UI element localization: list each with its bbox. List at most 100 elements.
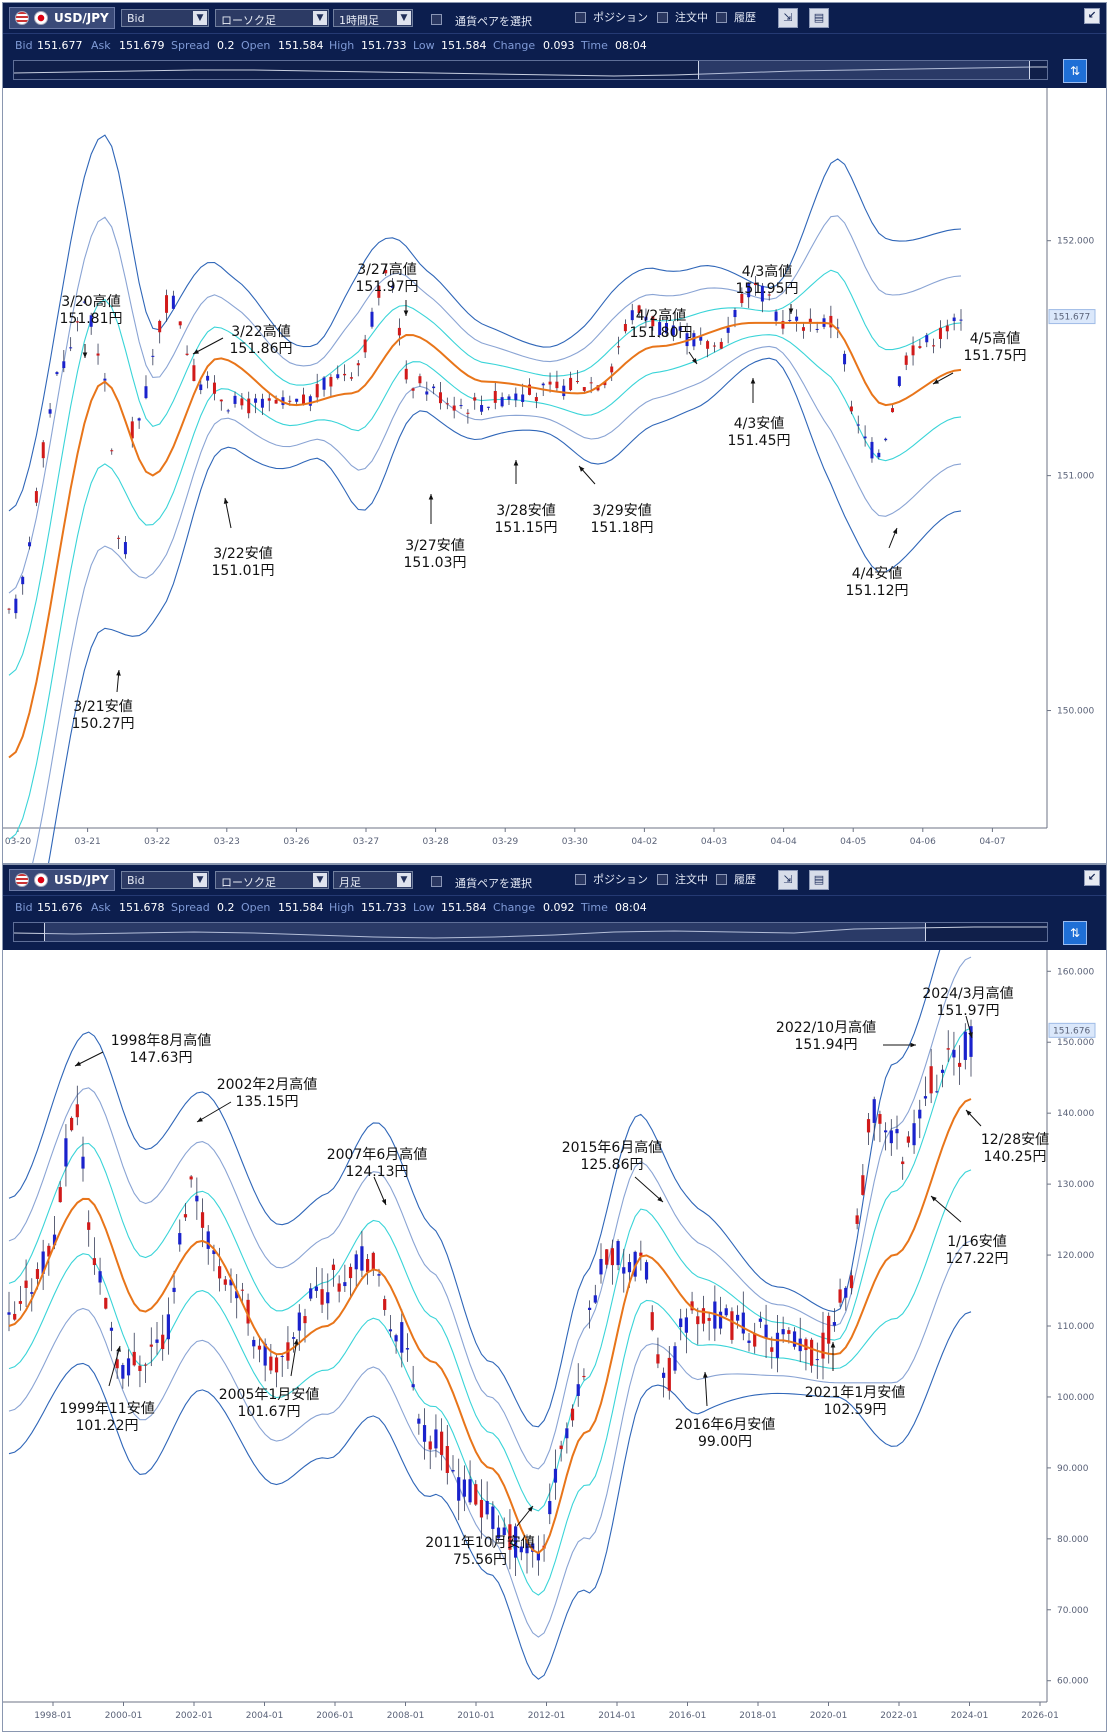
chart-export-icon[interactable]: ⇲ xyxy=(778,870,798,890)
annotation-value: 125.86円 xyxy=(581,1157,644,1173)
candle xyxy=(959,309,963,331)
candle-body-down xyxy=(548,1501,552,1515)
candle xyxy=(692,330,696,351)
x-tick-label: 03-20 xyxy=(5,837,31,847)
band-outer-upper xyxy=(8,134,962,512)
zoom-reset-icon[interactable]: ⇅ xyxy=(1063,921,1087,945)
quote-bar: Bid 151.677 Ask 151.679 Spread 0.2 Open … xyxy=(3,34,1106,56)
candle-body-down xyxy=(599,1258,603,1275)
zoom-reset-icon[interactable]: ⇅ xyxy=(1063,59,1087,83)
candle-body-up xyxy=(534,397,538,402)
candle-body-down xyxy=(7,1312,11,1315)
annotation-label: 2002年2月高値 xyxy=(217,1076,318,1093)
band-outer-lower xyxy=(48,357,962,863)
annotation-label: 4/4安値 xyxy=(852,566,903,582)
annotation-arrowhead xyxy=(513,460,519,466)
candle-body-down xyxy=(662,1372,666,1378)
y-tick-label: 130.000 xyxy=(1057,1180,1094,1190)
candle xyxy=(707,1313,711,1341)
candle xyxy=(963,1023,967,1070)
candle xyxy=(514,1523,518,1577)
navigator-range-handle[interactable] xyxy=(44,923,926,941)
position-checkbox[interactable] xyxy=(575,12,586,23)
annotation-arrowhead xyxy=(657,1196,663,1202)
navigator-track[interactable] xyxy=(13,60,1048,80)
candle-body-up xyxy=(849,1275,854,1289)
candle xyxy=(741,1291,745,1341)
candle xyxy=(98,1257,102,1295)
pair-select-checkbox[interactable] xyxy=(431,876,442,887)
chart-panel-monthly: USD/JPY Bid ▼ ローソク足 ▼ 月足 ▼ 通貨ペアを選択 ポジション… xyxy=(2,864,1107,1732)
candle-body-down xyxy=(692,333,696,347)
candle xyxy=(935,1074,939,1094)
chart-settings-icon[interactable]: ▤ xyxy=(809,8,829,28)
candle-body-down xyxy=(41,1251,45,1274)
chevron-down-icon: ▼ xyxy=(193,873,207,887)
candle xyxy=(440,1418,444,1471)
chart-export-icon[interactable]: ⇲ xyxy=(778,8,798,28)
high-label: High xyxy=(329,39,355,52)
candle-body-up xyxy=(570,1408,575,1421)
candle xyxy=(62,350,66,373)
candle-body-down xyxy=(64,1138,68,1167)
position-checkbox[interactable] xyxy=(575,874,586,885)
annotation-label: 2005年1月安値 xyxy=(219,1387,320,1403)
price-chart-monthly[interactable]: 160.000 150.000 140.000 130.000 120.000 110.0… xyxy=(3,950,1106,1731)
pair-select-checkbox[interactable] xyxy=(431,14,442,25)
order-checkbox[interactable] xyxy=(657,874,668,885)
chart-type-value: ローソク足 xyxy=(221,14,276,27)
candle-body-down xyxy=(884,1130,888,1133)
candle-body-down xyxy=(889,1130,893,1144)
currency-pair-button[interactable]: USD/JPY xyxy=(9,869,115,891)
timeframe-select[interactable]: 月足 ▼ xyxy=(333,871,413,889)
candle-body-up xyxy=(247,398,251,414)
price-type-select[interactable]: Bid ▼ xyxy=(121,9,209,27)
annotation-arrow xyxy=(108,1345,121,1387)
chart-type-select[interactable]: ローソク足 ▼ xyxy=(215,871,329,889)
candle-body-down xyxy=(724,1308,728,1316)
bid-label: Bid xyxy=(15,39,33,52)
candle-body-up xyxy=(804,1339,808,1351)
annotation-label: 1998年8月高値 xyxy=(111,1032,212,1049)
timeframe-select[interactable]: 1時間足 ▼ xyxy=(333,9,413,27)
candle-body-up xyxy=(274,399,278,404)
candle-body-up xyxy=(548,381,552,385)
candle-body-up xyxy=(183,1214,188,1218)
candle xyxy=(404,360,408,384)
low-label: Low xyxy=(413,39,435,52)
order-checkbox[interactable] xyxy=(657,12,668,23)
currency-pair-button[interactable]: USD/JPY xyxy=(9,7,115,29)
history-checkbox[interactable] xyxy=(716,874,727,885)
candle-body-down xyxy=(468,1479,472,1503)
candle xyxy=(918,339,922,350)
candle xyxy=(432,384,436,395)
candle-body-down xyxy=(935,1091,939,1093)
navigator-track[interactable] xyxy=(13,922,1048,942)
collapse-arrow-icon[interactable]: ↙ xyxy=(1084,8,1100,24)
collapse-arrow-icon[interactable]: ↙ xyxy=(1084,870,1100,886)
annotation-arrowhead xyxy=(830,1342,836,1348)
candle-body-down xyxy=(480,405,484,412)
navigator-range-handle[interactable] xyxy=(698,61,1030,79)
annotation-label: 3/29安値 xyxy=(592,503,651,519)
candle-body-down xyxy=(747,283,751,298)
candle-body-down xyxy=(206,375,210,381)
spread-value: 0.2 xyxy=(217,901,235,914)
chart-type-select[interactable]: ローソク足 ▼ xyxy=(215,9,329,27)
candle xyxy=(199,379,203,395)
candle-body-up xyxy=(130,421,134,439)
candle xyxy=(229,1268,233,1303)
candle-body-down xyxy=(622,1267,626,1274)
candle xyxy=(889,1119,893,1156)
band-middle-upper xyxy=(8,956,972,1470)
candle-body-down xyxy=(89,315,93,327)
chart-settings-icon[interactable]: ▤ xyxy=(809,870,829,890)
history-checkbox[interactable] xyxy=(716,12,727,23)
annotation-arrowhead xyxy=(910,1042,916,1048)
candle-body-up xyxy=(918,346,922,348)
candle xyxy=(24,1259,28,1307)
price-type-select[interactable]: Bid ▼ xyxy=(121,871,209,889)
